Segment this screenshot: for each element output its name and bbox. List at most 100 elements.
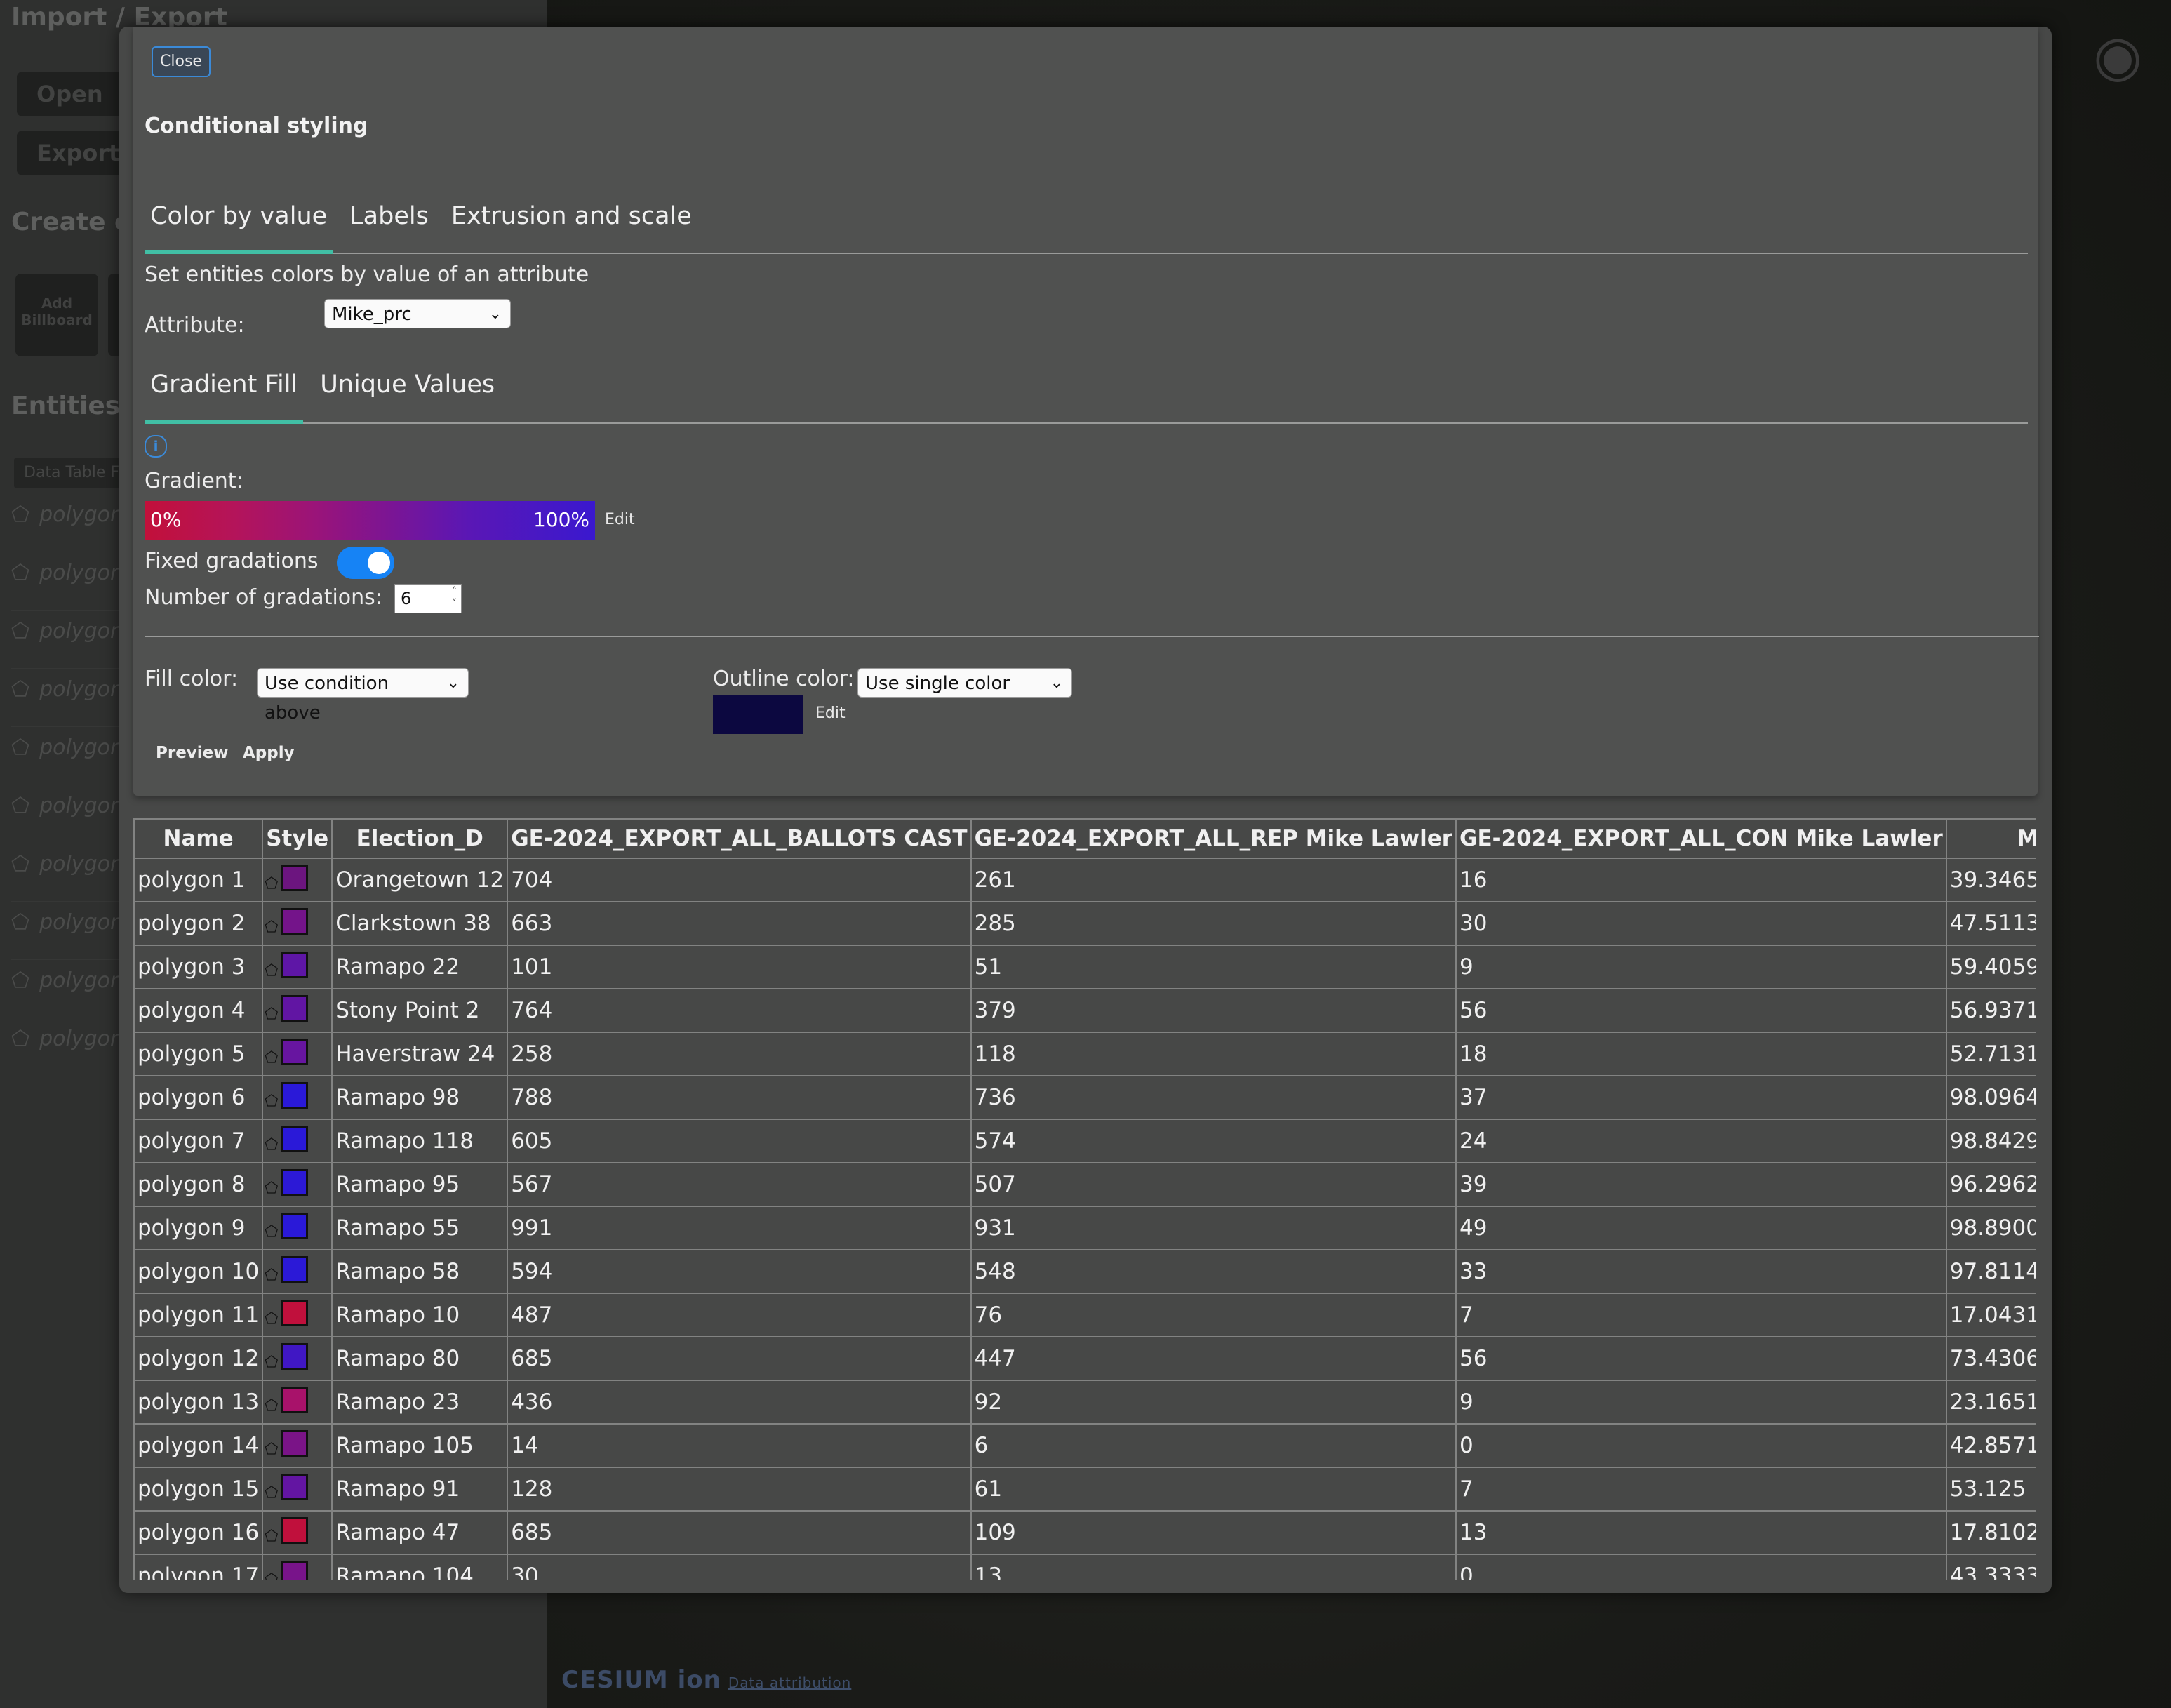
fill-color-swatch[interactable] (281, 951, 309, 978)
column-header-ballots[interactable]: GE-2024_EXPORT_ALL_BALLOTS CAST (507, 818, 972, 859)
entity-list-item-label: polygon (39, 1027, 123, 1051)
fill-color-swatch[interactable] (281, 1516, 309, 1544)
polygon-icon: ⬠ (265, 1571, 279, 1580)
fill-color-swatch[interactable] (281, 907, 309, 935)
polygon-icon: ⬠ (265, 1093, 279, 1110)
cell-mike-prc: 56.937172774869104 (1945, 988, 2036, 1033)
cell-con: 7 (1455, 1467, 1947, 1512)
outline-color-select[interactable]: Use single color ⌄ (857, 668, 1072, 698)
attribute-select[interactable]: Mike_prc ⌄ (324, 299, 511, 328)
fill-color-swatch[interactable] (281, 1386, 309, 1413)
table-row[interactable]: polygon 4⬠ Stony Point 27643795656.937172… (133, 988, 2036, 1033)
cell-mike-prc: 73.43065693430657 (1945, 1336, 2036, 1381)
export-button[interactable]: Export (17, 131, 140, 175)
table-row[interactable]: polygon 7⬠ Ramapo 1186055742498.842975206… (133, 1119, 2036, 1163)
table-row[interactable]: polygon 16⬠ Ramapo 476851091317.810218978… (133, 1510, 2036, 1555)
fill-color-select[interactable]: Use condition above ⌄ (257, 668, 469, 723)
table-row[interactable]: polygon 3⬠ Ramapo 2210151959.405940594059… (133, 945, 2036, 989)
fill-color-swatch[interactable] (281, 1342, 309, 1370)
table-row[interactable]: polygon 15 ⬠ Ramapo 91 128 61 7 53.125 (133, 1467, 2036, 1512)
column-header-rep[interactable]: GE-2024_EXPORT_ALL_REP Mike Lawler (970, 818, 1457, 859)
stepper-arrows-icon[interactable]: ˄ ˅ (452, 586, 457, 609)
apply-button[interactable]: Apply (243, 744, 295, 762)
column-header-name[interactable]: Name (133, 818, 264, 859)
fill-color-swatch[interactable] (281, 864, 309, 891)
entity-list-item-label: polygon (39, 677, 123, 702)
cell-con: 16 (1455, 858, 1947, 902)
polygon-icon: ⬠ (265, 1006, 279, 1023)
fill-color-swatch[interactable] (281, 1299, 309, 1326)
cell-mike-prc: 47.511312217194565 (1945, 901, 2036, 946)
column-header-style[interactable]: Style (262, 818, 333, 859)
entity-list-item[interactable]: ⬠ polygon (11, 552, 530, 611)
table-row[interactable]: polygon 6⬠ Ramapo 987887363798.0964467005… (133, 1075, 2036, 1120)
table-row[interactable]: polygon 13⬠ Ramapo 2343692923.16513761467… (133, 1380, 2036, 1425)
outline-color-select-value: Use single color (865, 673, 1010, 694)
polygon-icon: ⬠ (265, 875, 279, 893)
entity-attribute-table: Name Style Election_D GE-2024_EXPORT_ALL… (133, 818, 2036, 1580)
info-icon[interactable]: i (145, 435, 167, 458)
entity-list-item[interactable]: ⬠ polygon (11, 727, 530, 785)
cell-name: polygon 7 (133, 1119, 264, 1163)
close-button[interactable]: Close (152, 46, 211, 77)
cell-con: 7 (1455, 1293, 1947, 1337)
fill-color-swatch[interactable] (281, 1081, 309, 1109)
fill-color-swatch[interactable] (281, 1038, 309, 1065)
table-row[interactable]: polygon 11⬠ Ramapo 1048776717.04312114989… (133, 1293, 2036, 1337)
table-row[interactable]: polygon 2⬠ Clarkstown 386632853047.511312… (133, 901, 2036, 946)
add-billboard-button[interactable]: Add Billboard (15, 274, 98, 356)
cell-election: Ramapo 91 (331, 1467, 509, 1512)
cell-election: Ramapo 10 (331, 1293, 509, 1337)
table-row[interactable]: polygon 10⬠ Ramapo 585945483397.811447811… (133, 1249, 2036, 1294)
column-header-mike-prc[interactable]: Mike_prc (1945, 818, 2036, 859)
tab-gradient-fill[interactable]: Gradient Fill (145, 371, 304, 424)
open-button[interactable]: Open (17, 72, 123, 116)
outline-color-swatch[interactable] (713, 695, 803, 734)
cell-ballots: 605 (507, 1119, 972, 1163)
cell-election: Ramapo 55 (331, 1206, 509, 1250)
fill-color-swatch[interactable] (281, 1255, 309, 1283)
color-mode-tabs: Gradient Fill Unique Values (145, 371, 2028, 424)
table-row[interactable]: polygon 8⬠ Ramapo 955675073996.2962962962… (133, 1162, 2036, 1207)
fill-color-swatch[interactable] (281, 1125, 309, 1152)
cell-ballots: 14 (507, 1423, 972, 1468)
fill-color-swatch[interactable] (281, 1560, 309, 1580)
fill-color-swatch[interactable] (281, 994, 309, 1022)
outline-edit-button[interactable]: Edit (815, 705, 846, 722)
cell-rep: 736 (970, 1075, 1457, 1120)
cell-election: Ramapo 47 (331, 1510, 509, 1555)
table-row[interactable]: polygon 14⬠ Ramapo 105146042.857142857142… (133, 1423, 2036, 1468)
cell-name: polygon 11 (133, 1293, 264, 1337)
gradient-edit-button[interactable]: Edit (605, 511, 635, 528)
fixed-gradations-toggle[interactable] (337, 547, 394, 579)
fill-color-swatch[interactable] (281, 1429, 309, 1457)
entity-list-item-label: polygon (39, 968, 123, 993)
cell-ballots: 685 (507, 1336, 972, 1381)
attribute-label: Attribute: (145, 313, 245, 338)
cell-name: polygon 4 (133, 988, 264, 1033)
table-row[interactable]: polygon 5⬠ Haverstraw 242581181852.713178… (133, 1032, 2036, 1076)
cesium-logo: CESIUM ion (561, 1666, 721, 1694)
tab-labels[interactable]: Labels (349, 202, 429, 230)
tab-unique-values[interactable]: Unique Values (320, 371, 495, 399)
tab-color-by-value[interactable]: Color by value (145, 202, 333, 254)
table-row[interactable]: polygon 17⬠ Ramapo 1043013043.33333333333… (133, 1554, 2036, 1580)
cell-mike-prc: 42.857142857142854 (1945, 1423, 2036, 1468)
column-header-con[interactable]: GE-2024_EXPORT_ALL_CON Mike Lawler (1455, 818, 1947, 859)
fill-color-swatch[interactable] (281, 1212, 309, 1239)
cell-ballots: 764 (507, 988, 972, 1033)
table-row[interactable]: polygon 1⬠ Orangetown 127042611639.346590… (133, 858, 2036, 902)
cell-style: ⬠ (262, 945, 333, 989)
gradations-stepper[interactable]: 6 ˄ ˅ (394, 584, 462, 613)
globe-icon[interactable]: ◉ (2093, 23, 2142, 88)
preview-button[interactable]: Preview (156, 744, 229, 762)
entity-list-item-label: polygon (39, 910, 123, 935)
fill-color-swatch[interactable] (281, 1168, 309, 1196)
data-attribution-link[interactable]: Data attribution (728, 1674, 852, 1691)
fill-color-swatch[interactable] (281, 1473, 309, 1500)
gradient-preview[interactable]: 0% 100% (145, 501, 595, 540)
tab-extrusion-and-scale[interactable]: Extrusion and scale (450, 202, 692, 230)
table-row[interactable]: polygon 12⬠ Ramapo 806854475673.430656934… (133, 1336, 2036, 1381)
column-header-election[interactable]: Election_D (331, 818, 509, 859)
table-row[interactable]: polygon 9⬠ Ramapo 559919314998.8900100908… (133, 1206, 2036, 1250)
